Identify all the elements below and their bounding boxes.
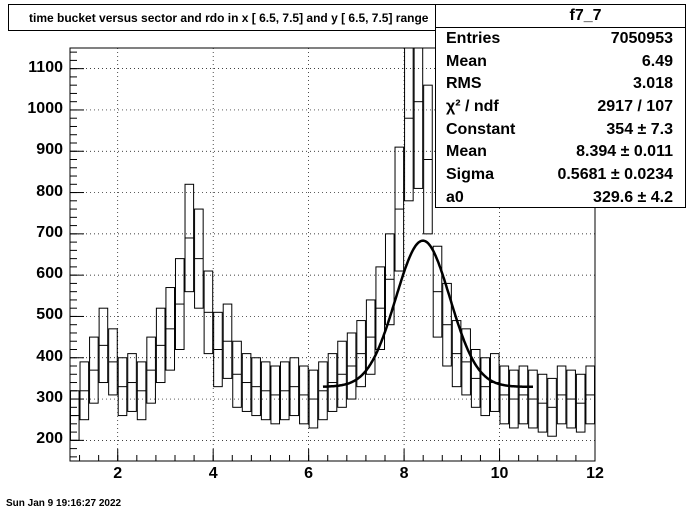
stats-row-chi2: χ² / ndf 2917 / 107 bbox=[436, 96, 685, 119]
histogram-bin bbox=[404, 47, 414, 202]
stats-key: Constant bbox=[446, 120, 516, 138]
stats-value: 0.5681 ± 0.0234 bbox=[557, 166, 673, 184]
stats-key: Mean bbox=[446, 52, 487, 70]
stats-value: 7050953 bbox=[610, 30, 673, 47]
y-tick-label: 1100 bbox=[28, 58, 63, 76]
histogram-bins bbox=[69, 47, 596, 441]
datestamp: Sun Jan 9 19:16:27 2022 bbox=[6, 498, 122, 509]
stats-key: χ² / ndf bbox=[446, 98, 499, 116]
stats-row-rms: RMS 3.018 bbox=[436, 73, 685, 96]
y-tick-label: 700 bbox=[36, 223, 63, 241]
histogram-bin bbox=[413, 47, 424, 189]
chart-title: time bucket versus sector and rdo in x [… bbox=[8, 4, 496, 31]
stats-value: 3.018 bbox=[632, 75, 673, 93]
stats-value: 2917 / 107 bbox=[597, 98, 673, 116]
stats-value: 329.6 ± 4.2 bbox=[593, 188, 673, 206]
axis-ticks bbox=[70, 51, 596, 461]
stats-value: 6.49 bbox=[641, 52, 673, 70]
y-tick-label: 200 bbox=[36, 430, 63, 448]
x-tick-label: 8 bbox=[399, 465, 409, 482]
y-tick-label: 600 bbox=[36, 265, 63, 283]
stats-row-a0: a0 329.6 ± 4.2 bbox=[436, 187, 685, 210]
x-tick-label: 2 bbox=[113, 465, 123, 482]
stats-value: 354 ± 7.3 bbox=[606, 120, 673, 138]
x-tick-label: 10 bbox=[490, 465, 509, 482]
x-tick-label: 4 bbox=[208, 465, 218, 482]
stats-key: Mean bbox=[446, 143, 487, 161]
x-tick-label: 6 bbox=[304, 465, 314, 482]
plot-frame bbox=[69, 47, 596, 462]
y-tick-label: 300 bbox=[36, 389, 63, 407]
stats-key: Entries bbox=[446, 30, 501, 47]
x-tick-label: 12 bbox=[586, 465, 604, 482]
stats-key: a0 bbox=[446, 188, 464, 206]
y-tick-label: 1000 bbox=[27, 99, 63, 117]
stats-row-fit-mean: Mean 8.394 ± 0.011 bbox=[436, 141, 685, 164]
fit-curve bbox=[322, 239, 533, 389]
y-tick-label: 400 bbox=[36, 347, 63, 365]
stats-row-sigma: Sigma 0.5681 ± 0.0234 bbox=[436, 164, 685, 187]
stats-row-mean: Mean 6.49 bbox=[436, 51, 685, 74]
stats-box: f7_7 Entries 7050953 Mean 6.49 RMS 3.018 χ²… bbox=[435, 4, 686, 208]
y-tick-label: 900 bbox=[36, 141, 63, 159]
stats-key: RMS bbox=[446, 75, 482, 93]
stats-value: 8.394 ± 0.011 bbox=[576, 143, 673, 161]
y-tick-label: 500 bbox=[36, 306, 63, 324]
stats-histogram-name: f7_7 bbox=[436, 5, 685, 28]
stats-row-entries: Entries 7050953 bbox=[436, 28, 685, 51]
stats-row-constant: Constant 354 ± 7.3 bbox=[436, 119, 685, 142]
stats-key: Sigma bbox=[446, 166, 495, 184]
y-tick-label: 800 bbox=[36, 182, 63, 200]
